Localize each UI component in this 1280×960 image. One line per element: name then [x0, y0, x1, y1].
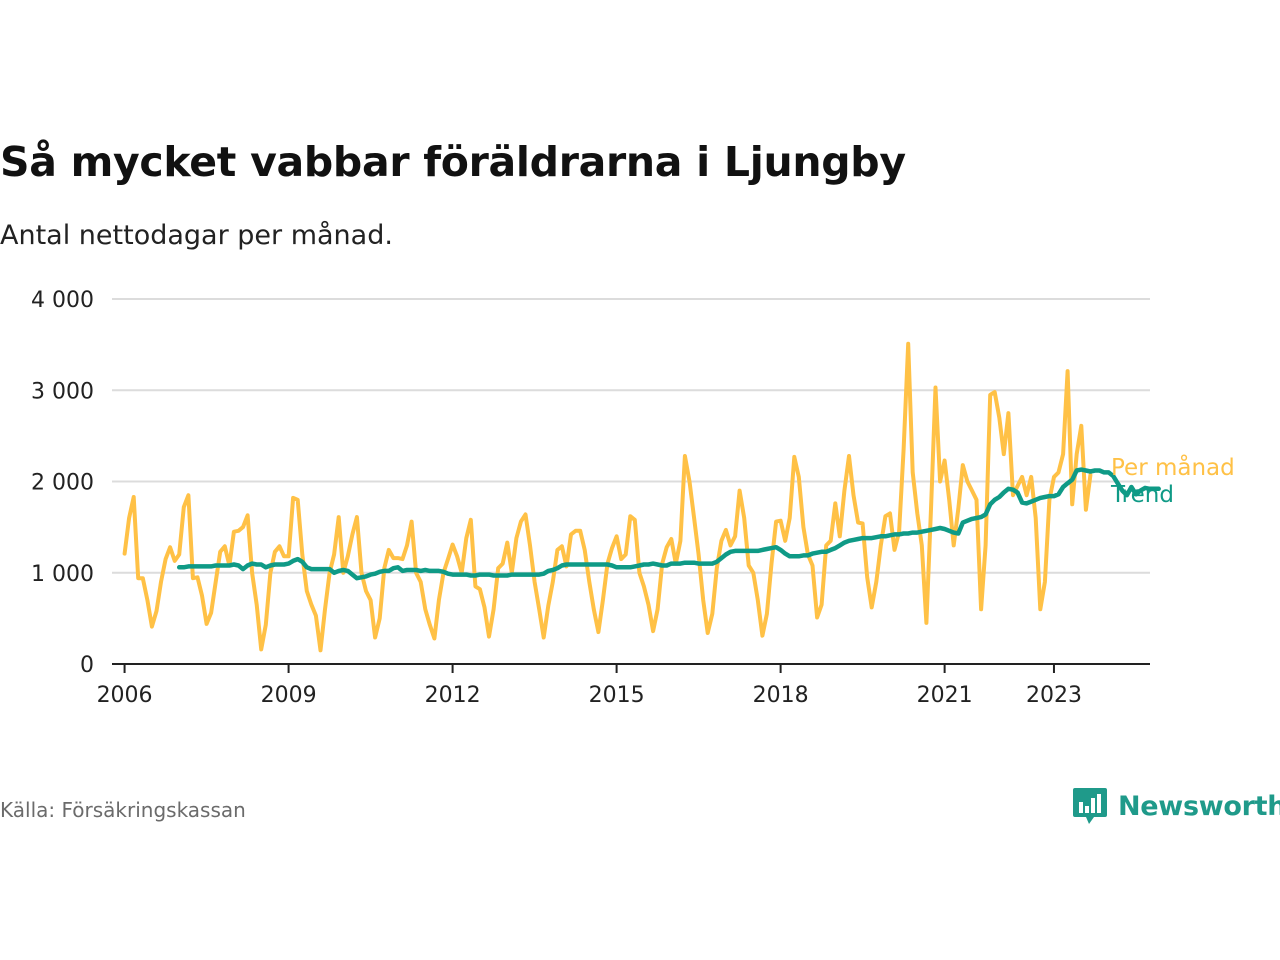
y-tick-label: 0 — [80, 653, 94, 678]
x-axis: 2006 2009 2012 2015 2018 2021 2023 — [97, 664, 1082, 708]
x-tick-label: 2018 — [753, 683, 809, 708]
source-note: Källa: Försäkringskassan — [0, 798, 246, 822]
x-tick-label: 2012 — [425, 683, 481, 708]
series-label-trend: Trend — [1110, 482, 1174, 508]
newsworthy-logo-icon — [1073, 788, 1107, 824]
x-tick-label: 2006 — [97, 683, 153, 708]
y-axis: 0 1 000 2 000 3 000 4 000 — [31, 288, 94, 678]
brand-name: Newsworthy — [1118, 790, 1280, 822]
series-line-trend — [176, 467, 1161, 581]
series-lines — [122, 341, 1161, 653]
chart-title: Så mycket vabbar föräldrarna i Ljungby — [0, 138, 906, 186]
y-tick-label: 3 000 — [31, 379, 94, 404]
series-label-per-manad: Per månad — [1111, 453, 1235, 481]
x-tick-label: 2021 — [917, 683, 973, 708]
gridlines — [112, 298, 1150, 574]
y-tick-label: 2 000 — [31, 471, 94, 496]
x-tick-label: 2023 — [1026, 683, 1082, 708]
y-tick-label: 1 000 — [31, 562, 94, 587]
x-tick-label: 2015 — [589, 683, 645, 708]
y-tick-label: 4 000 — [31, 288, 94, 313]
brand-logo: Newsworthy — [1072, 786, 1280, 826]
chart-subtitle: Antal nettodagar per månad. — [0, 220, 393, 251]
x-tick-label: 2009 — [261, 683, 317, 708]
